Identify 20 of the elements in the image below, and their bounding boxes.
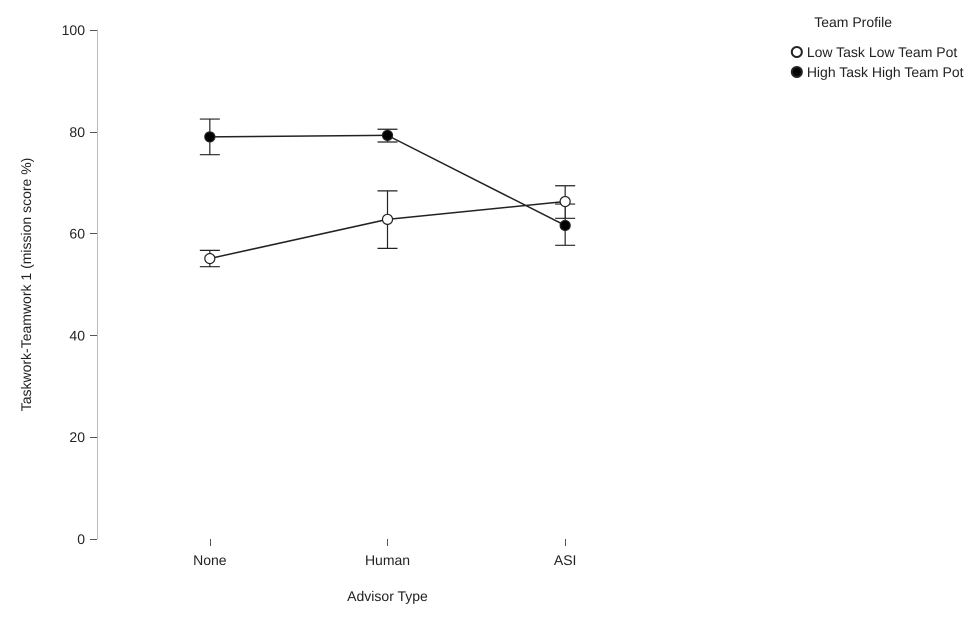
y-tick-label: 60 bbox=[69, 226, 86, 242]
y-tick-label: 0 bbox=[77, 531, 86, 547]
y-tick-label: 80 bbox=[69, 124, 86, 140]
point bbox=[382, 214, 394, 225]
legend-label: High Task High Team Pot bbox=[806, 64, 964, 80]
x-tick-label: ASI bbox=[554, 552, 576, 568]
point bbox=[560, 196, 571, 208]
point bbox=[560, 220, 571, 232]
y-tick-label: 40 bbox=[69, 327, 86, 344]
x-tick-label: None bbox=[193, 552, 227, 568]
x-axis-title: Advisor Type bbox=[347, 588, 428, 604]
legend-title: Team Profile bbox=[814, 14, 892, 30]
point bbox=[204, 131, 216, 142]
legend-label: Low Task Low Team Pot bbox=[806, 44, 958, 60]
x-tick-label: Human bbox=[364, 552, 410, 568]
point bbox=[204, 252, 216, 264]
point bbox=[382, 130, 394, 141]
y-tick-label: 20 bbox=[69, 429, 86, 446]
y-tick-label: 100 bbox=[62, 22, 86, 38]
y-axis-title: Taskwork-Teamwork 1 (mission score %) bbox=[18, 158, 34, 412]
